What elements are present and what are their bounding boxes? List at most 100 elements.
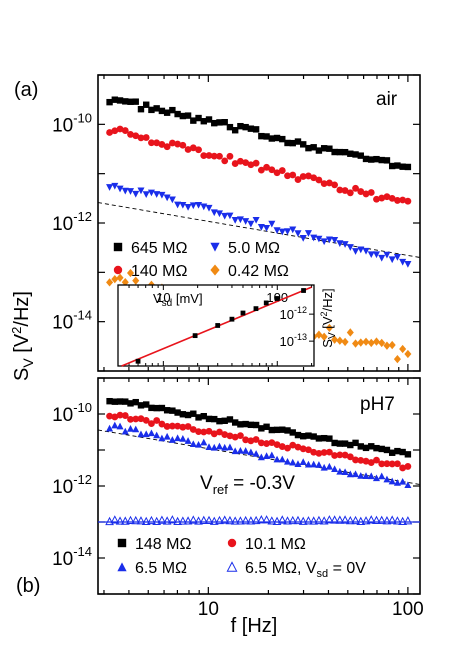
data-point [268,135,276,142]
data-point [137,402,145,409]
data-point [252,159,260,167]
data-point [341,241,349,248]
data-point [215,515,224,525]
data-point [394,447,401,455]
data-point [336,240,344,247]
data-point [283,228,292,235]
data-point [205,116,213,123]
inset-x-tick-label: 10 [156,290,170,305]
data-point [179,434,187,442]
data-point [199,515,209,524]
data-point [116,273,124,282]
data-point [263,452,271,459]
data-point [315,176,323,184]
data-point [320,145,328,152]
inset-x-axis-label: Vsd [mV] [153,291,203,309]
data-point [388,340,396,350]
data-point [372,337,381,346]
data-point [289,139,296,147]
data-point [163,432,171,440]
data-point [288,515,298,525]
data-point [111,182,119,190]
data-point [398,516,407,526]
data-point [404,197,412,205]
data-point [132,398,139,406]
data-point [237,421,244,428]
data-point [221,119,228,126]
inset-data-point [215,323,221,328]
data-point [247,437,255,445]
data-point [179,411,187,418]
data-point [267,516,277,525]
data-point [184,437,192,444]
data-point [168,139,176,147]
data-point [200,428,208,436]
data-point [137,134,145,142]
data-point [111,398,119,405]
data-point [257,439,265,447]
data-point [251,515,261,525]
data-point [137,415,145,423]
data-point [278,443,286,450]
y-tick-label: 10-14 [52,544,92,570]
data-point [341,148,349,156]
data-point [362,457,370,465]
data-point [367,338,375,348]
data-point [127,98,134,105]
data-point [325,236,333,244]
data-point [231,217,239,224]
data-point [268,451,276,459]
data-point [157,515,167,524]
data-point [345,515,355,525]
data-point [336,336,344,345]
data-point [357,338,365,347]
data-point [377,515,387,524]
data-point [122,98,129,105]
data-point [132,415,140,423]
data-point [362,190,370,198]
y-tick-label: 10-10 [52,110,92,136]
data-point [373,195,380,203]
data-point [331,452,339,459]
data-point [174,409,181,416]
x-tick-label: 100 [392,599,424,620]
data-point [236,216,244,224]
panel-b-condition-label: pH7 [360,394,395,415]
data-point [179,423,187,431]
data-point [121,412,129,419]
data-point [221,431,229,438]
data-point [263,440,270,447]
data-point [382,516,392,525]
data-point [315,435,323,442]
data-point [210,209,218,217]
inset-y-tick-label: 10-12 [280,305,307,322]
data-point [378,460,386,468]
data-point [299,458,307,465]
data-point [147,429,155,437]
y-tick-label: 10-10 [52,400,92,426]
data-point [394,197,401,204]
data-point [137,105,145,113]
panel-b-label: (b) [16,575,40,597]
data-point [315,235,323,243]
y-tick-label: 10-14 [52,308,92,334]
data-point [252,421,260,429]
data-point [252,126,260,133]
data-point [220,515,230,524]
data-point [226,123,234,131]
data-point [121,278,129,287]
data-point [143,101,150,108]
data-point [336,451,344,459]
data-point [179,201,187,209]
data-point [158,141,166,148]
legend-marker [210,264,220,276]
data-point [320,434,328,442]
legend-marker [113,265,123,275]
data-point [352,470,360,478]
data-point [304,516,313,525]
data-point [127,415,134,423]
data-point [204,515,214,525]
data-point [226,212,234,220]
data-point [148,420,155,428]
